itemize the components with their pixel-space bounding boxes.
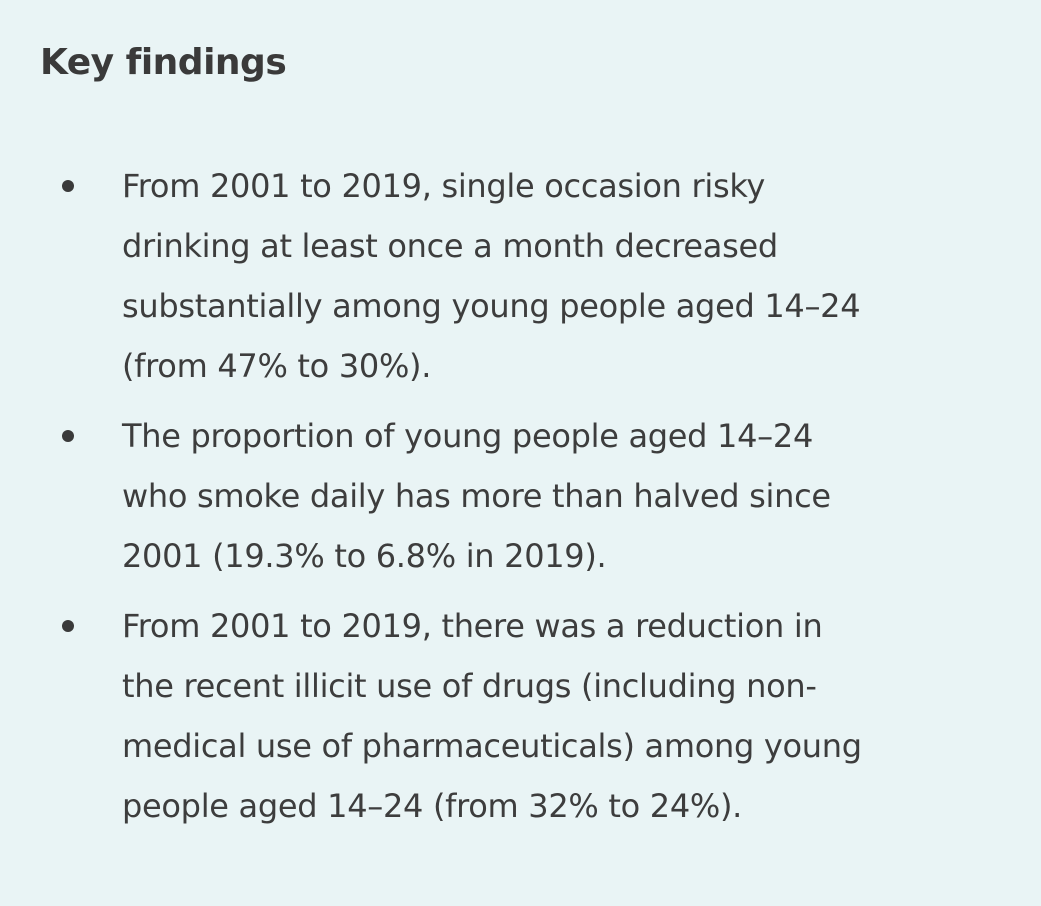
heading: Key findings: [40, 42, 287, 83]
text-line: medical use of pharmaceuticals) among yo…: [122, 727, 862, 765]
text-line: The proportion of young people aged 14–2…: [122, 417, 813, 455]
text-line: drinking at least once a month decreased: [122, 227, 778, 265]
findings-list: From 2001 to 2019, single occasion risky…: [0, 156, 862, 846]
list-item: From 2001 to 2019, single occasion risky…: [0, 156, 862, 396]
list-item: The proportion of young people aged 14–2…: [0, 406, 862, 586]
bullet: [62, 180, 74, 192]
text-line: 2001 (19.3% to 6.8% in 2019).: [122, 537, 607, 575]
bullet: [62, 620, 74, 632]
text-line: (from 47% to 30%).: [122, 347, 432, 385]
bullet: [62, 430, 74, 442]
text-line: From 2001 to 2019, single occasion risky: [122, 167, 766, 205]
text-line: people aged 14–24 (from 32% to 24%).: [122, 787, 743, 825]
text-line: From 2001 to 2019, there was a reduction…: [122, 607, 823, 645]
text-line: the recent illicit use of drugs (includi…: [122, 667, 817, 705]
list-item: From 2001 to 2019, there was a reduction…: [0, 596, 862, 836]
text-line: who smoke daily has more than halved sin…: [122, 477, 831, 515]
text-line: substantially among young people aged 14…: [122, 287, 861, 325]
